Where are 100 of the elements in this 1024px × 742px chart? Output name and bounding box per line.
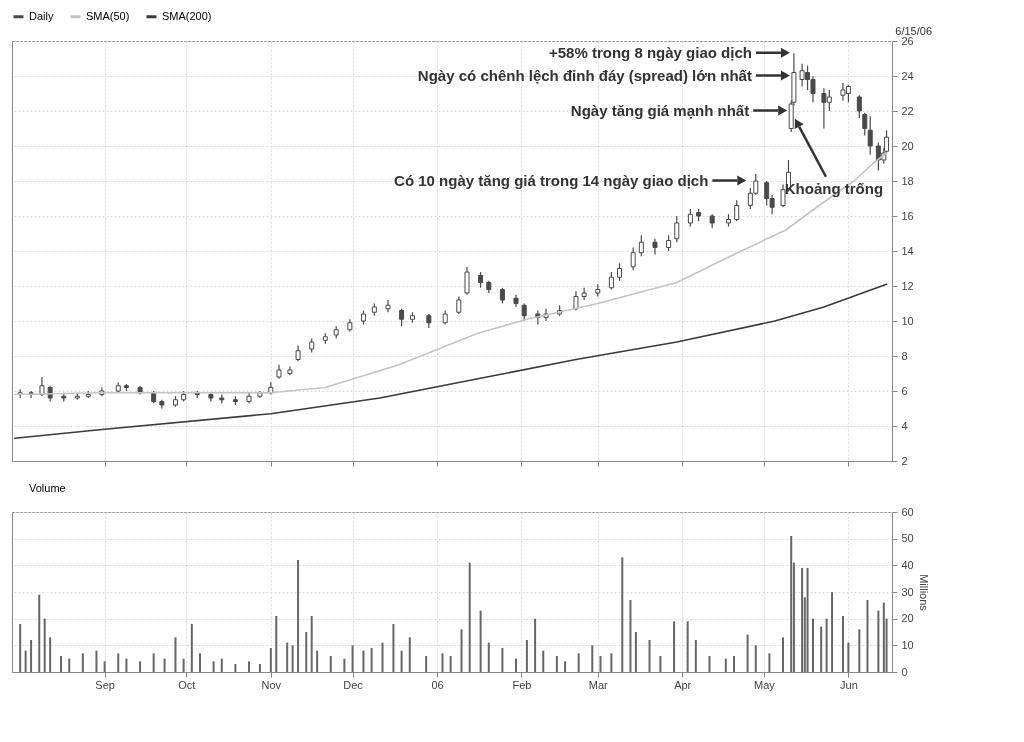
bar: [577, 653, 580, 672]
bar: [212, 661, 215, 672]
y-tick-label: 40: [901, 558, 914, 571]
bar: [754, 645, 757, 672]
bar: [49, 637, 52, 672]
bar: [746, 634, 749, 672]
bar: [724, 658, 727, 672]
candlestick: [856, 94, 862, 119]
bar: [400, 650, 403, 672]
x-tick-label: Sep: [95, 678, 115, 691]
x-tick-label: Mar: [588, 678, 609, 691]
bar: [163, 658, 166, 672]
bar: [381, 642, 384, 672]
bar: [286, 642, 289, 672]
candlestick: [867, 115, 873, 156]
text: 6/15/06: [895, 25, 932, 37]
y-tick-label: 8: [901, 349, 908, 362]
bar: [275, 616, 278, 672]
y-tick-label: 14: [901, 244, 914, 257]
bar: [139, 661, 142, 672]
candlestick: [630, 246, 636, 271]
y-tick-label: 20: [901, 612, 914, 625]
y-tick-label: 6: [901, 384, 908, 397]
y-tick-label: 12: [901, 279, 914, 292]
bar: [882, 602, 885, 672]
bar: [269, 648, 272, 672]
bar: [68, 658, 71, 672]
y-tick-label: 4: [901, 419, 908, 432]
bar: [648, 640, 651, 672]
bar: [310, 616, 313, 672]
bar: [858, 629, 861, 672]
y-tick-label: 10: [901, 314, 914, 327]
bar: [425, 656, 428, 672]
candlestick: [652, 238, 658, 256]
y-tick-label: 2: [901, 454, 908, 467]
y-tick-label: 60: [901, 505, 914, 518]
bar: [877, 610, 880, 672]
candlestick: [573, 290, 579, 312]
x-tick-label: Feb: [512, 678, 532, 691]
bar: [60, 656, 63, 672]
bar: [182, 658, 185, 672]
bar: [564, 661, 567, 672]
bar: [392, 624, 395, 672]
bar: [297, 560, 300, 672]
candlestick: [862, 112, 868, 137]
bar: [591, 645, 594, 672]
bar: [258, 664, 261, 672]
bar: [305, 632, 308, 672]
line-series: [13, 283, 888, 440]
bar: [694, 640, 697, 672]
bar: [460, 629, 463, 672]
candlestick: [734, 199, 740, 222]
bar: [599, 656, 602, 672]
bar: [30, 640, 33, 672]
bar: [768, 653, 771, 672]
bar: [841, 616, 844, 672]
bar: [220, 658, 223, 672]
legend-label: Daily: [29, 9, 54, 22]
bar: [329, 656, 332, 672]
annotation: Có 10 ngày tăng giá trong 14 ngày giao dịch: [394, 172, 709, 189]
bar: [501, 648, 504, 672]
x-tick-label: Nov: [261, 678, 282, 691]
bar: [673, 621, 676, 672]
bar: [449, 656, 452, 672]
bar: [234, 664, 237, 672]
bar: [811, 618, 814, 672]
bar: [248, 661, 251, 672]
bar: [534, 618, 537, 672]
text: Volume: [29, 481, 66, 494]
bar: [343, 658, 346, 672]
bar: [468, 562, 471, 672]
bar: [806, 568, 809, 672]
y-tick-label: 20: [901, 139, 914, 152]
y-tick-label: 24: [901, 69, 914, 82]
bar: [479, 610, 482, 672]
bar: [621, 557, 624, 672]
bar: [659, 656, 662, 672]
bar: [190, 624, 193, 672]
x-tick-label: Dec: [343, 678, 364, 691]
y-tick-label: 26: [901, 34, 914, 47]
y-tick-label: 30: [901, 585, 914, 598]
bar: [43, 618, 46, 672]
bar: [152, 653, 155, 672]
bar: [316, 650, 319, 672]
candlestick: [581, 287, 587, 301]
bar: [351, 645, 354, 672]
y-tick-label: 0: [901, 665, 908, 678]
bar: [81, 653, 84, 672]
x-tick-label: Oct: [178, 678, 196, 691]
candlestick: [638, 234, 644, 257]
bar: [782, 637, 785, 672]
bar: [291, 645, 294, 672]
y-tick-label: 10: [901, 638, 914, 651]
bar: [629, 600, 632, 672]
candlestick: [464, 266, 470, 296]
bar: [634, 632, 637, 672]
y-tick-label: 22: [901, 104, 914, 117]
bar: [610, 653, 613, 672]
y-tick-label: 18: [901, 174, 914, 187]
bar: [825, 618, 828, 672]
